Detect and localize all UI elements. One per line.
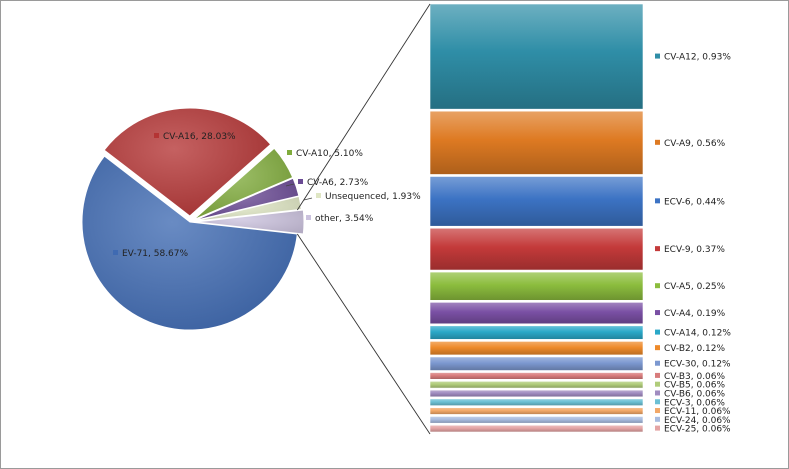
bar-segment-label: CV-A14, 0.12%: [664, 329, 731, 339]
bar-label-swatch: [655, 246, 660, 252]
bar-segment-label: CV-B3, 0.06%: [664, 372, 726, 382]
bar-label-swatch: [655, 310, 660, 316]
pie-slice-label: CV-A10, 5.10%: [296, 149, 363, 159]
pie-slice-label: other, 3.54%: [315, 214, 374, 224]
pie-slice-label: Unsequenced, 1.93%: [325, 192, 421, 202]
bar-segment: [429, 389, 644, 398]
bar-label-swatch: [655, 416, 660, 422]
bar-segment: [429, 110, 644, 175]
leader-line: [303, 197, 313, 201]
bar-segment: [429, 227, 644, 271]
bar-label-swatch: [655, 283, 660, 289]
pie-label-swatch: [287, 150, 292, 155]
pie-slice-label: CV-A16, 28.03%: [163, 132, 236, 142]
bar-segment: [429, 424, 644, 433]
pie-slice: [103, 107, 272, 217]
pie-label-swatch: [306, 215, 311, 220]
pie-slice-label: CV-A6, 2.73%: [307, 178, 369, 188]
pie-label-swatch: [316, 193, 321, 198]
bar-label-swatch: [655, 329, 660, 335]
bar-segment-label: ECV-9, 0.37%: [664, 245, 725, 255]
bar-segment-label: ECV-11, 0.06%: [664, 407, 731, 417]
bar-segment-label: ECV-6, 0.44%: [664, 197, 725, 207]
bar-label-swatch: [655, 372, 660, 378]
bar-segment-label: CV-B6, 0.06%: [664, 389, 726, 399]
pie-slice: [81, 155, 298, 331]
bar-segment-label: ECV-3, 0.06%: [664, 398, 725, 408]
bar-segment: [429, 380, 644, 389]
bar-segment-label: ECV-30, 0.12%: [664, 360, 731, 370]
bar-segment: [429, 416, 644, 424]
leader-line: [285, 183, 295, 187]
pie-slice: [195, 209, 305, 235]
bar-label-swatch: [655, 198, 660, 204]
bar-segment-label: CV-B5, 0.06%: [664, 381, 726, 391]
bar-label-swatch: [655, 399, 660, 405]
bar-segment-label: CV-A4, 0.19%: [664, 309, 726, 319]
bar-segment-label: ECV-24, 0.06%: [664, 416, 731, 426]
pie-label-swatch: [113, 250, 118, 255]
bar-segment: [429, 356, 644, 371]
pie-label-swatch: [298, 179, 303, 184]
bar-segment: [429, 271, 644, 301]
bar-segment-label: CV-A5, 0.25%: [664, 282, 726, 292]
bar-segment: [429, 3, 644, 110]
bar-segment: [429, 325, 644, 340]
bar-label-swatch: [655, 139, 660, 145]
bar-label-swatch: [655, 381, 660, 387]
bar-label-swatch: [655, 425, 660, 431]
pie-slice: [193, 195, 302, 222]
bar-segment-label: CV-B2, 0.12%: [664, 344, 726, 354]
bar-segment: [429, 302, 644, 325]
bar-label-swatch: [655, 390, 660, 396]
connector-line: [296, 233, 431, 435]
bar-segment-label: CV-A9, 0.56%: [664, 139, 726, 149]
pie-slice: [193, 177, 300, 222]
bar-segment: [429, 398, 644, 406]
pie-slice-label: EV-71, 58.67%: [122, 249, 189, 259]
bar-segment: [429, 407, 644, 415]
pie-label-swatch: [154, 133, 159, 138]
bar-segment: [429, 341, 644, 356]
bar-segment: [429, 176, 644, 227]
connector-line: [296, 3, 431, 211]
bar-segment-label: ECV-25, 0.06%: [664, 425, 731, 435]
bar-segment: [429, 372, 644, 380]
bar-segment-label: CV-A12, 0.93%: [664, 53, 731, 63]
pie-slice: [193, 147, 294, 221]
bar-label-swatch: [655, 360, 660, 366]
bar-label-swatch: [655, 408, 660, 414]
bar-label-swatch: [655, 345, 660, 351]
bar-label-swatch: [655, 53, 660, 59]
